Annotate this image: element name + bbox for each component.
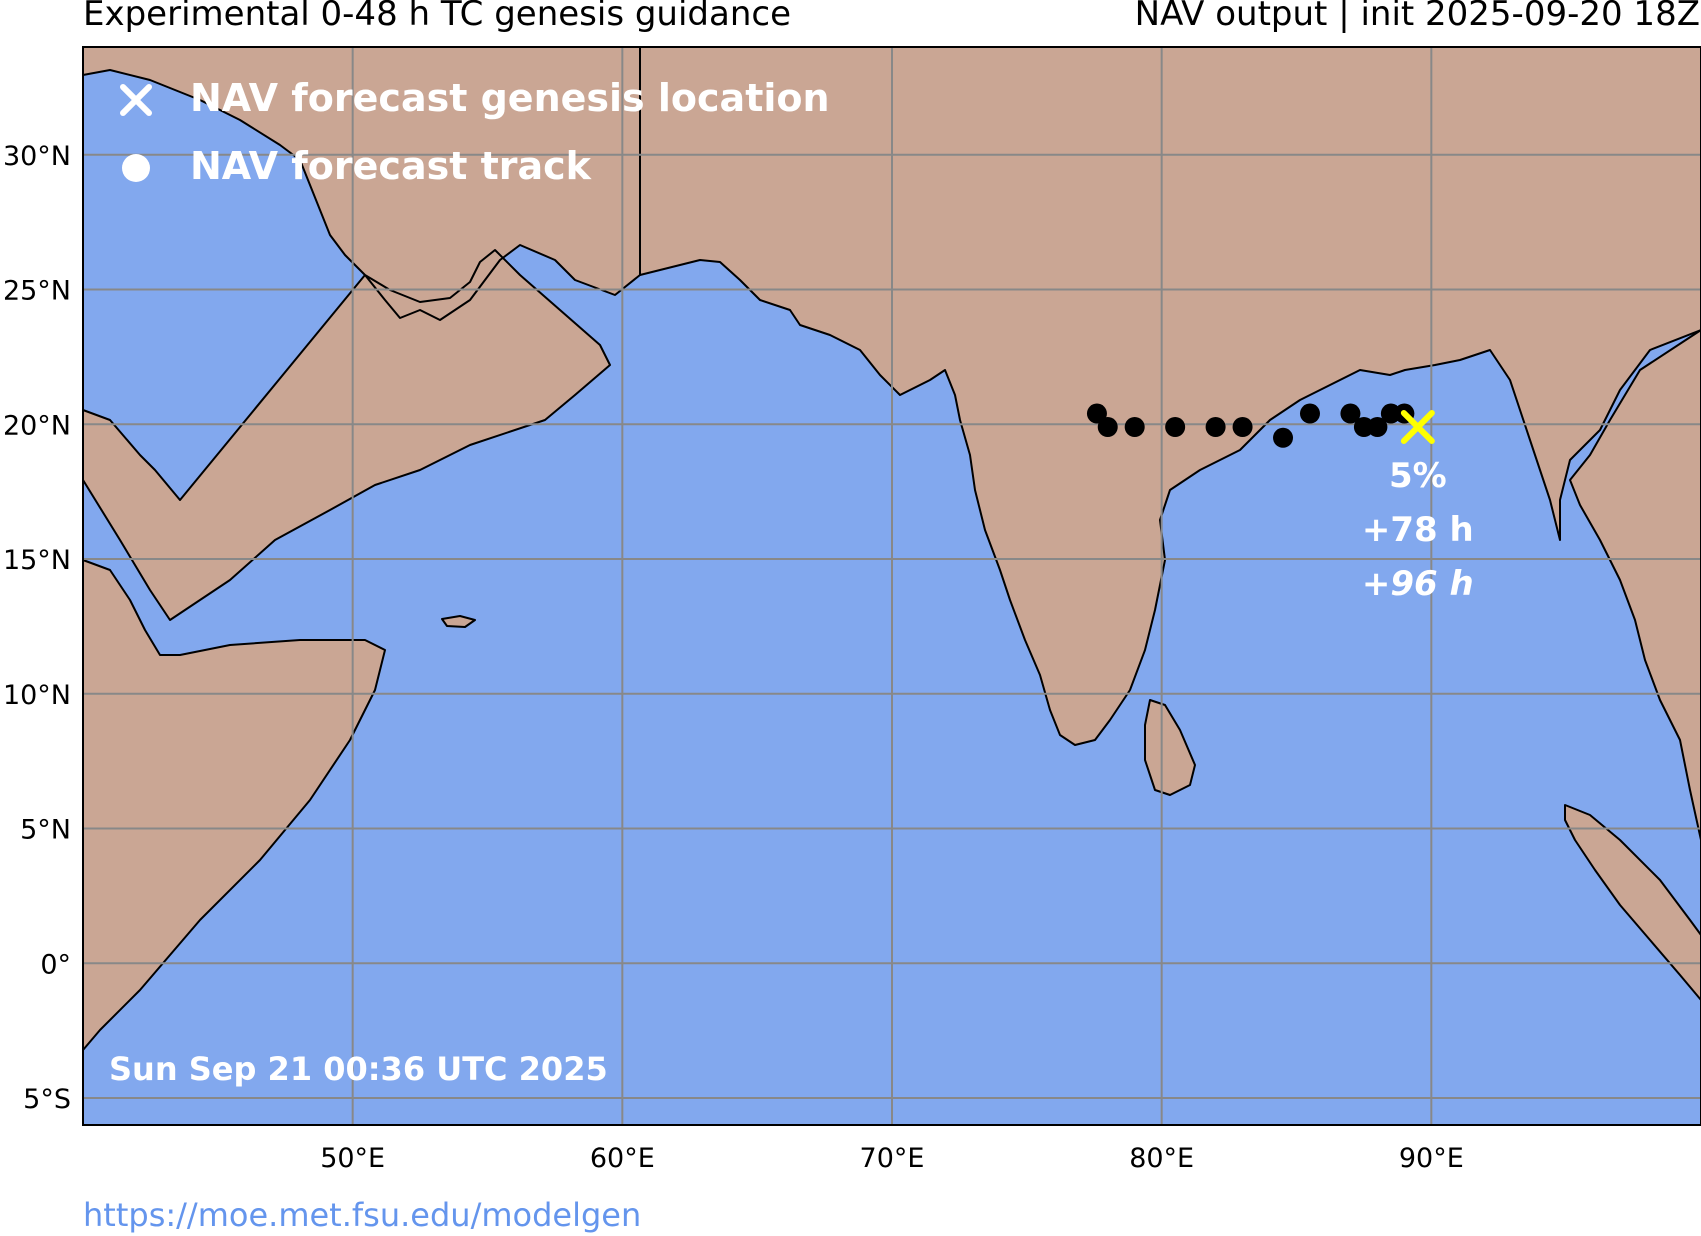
track-point (1205, 416, 1226, 437)
track-point (1367, 416, 1388, 437)
timestamp: Sun Sep 21 00:36 UTC 2025 (109, 1050, 608, 1088)
socotra-landmass (441, 615, 476, 628)
lat-tick-label: 20°N (3, 410, 71, 441)
genesis-x-marker (1400, 409, 1435, 444)
track-point (1097, 416, 1118, 437)
lon-tick-label: 90°E (1399, 1143, 1464, 1174)
genesis-lead-time-alt: +96 h (1362, 564, 1474, 604)
africa-landmass (82, 559, 386, 1051)
source-link[interactable]: https://moe.met.fsu.edu/modelgen (83, 1196, 642, 1234)
model-init-label: NAV output | init 2025-09-20 18Z (1134, 0, 1700, 34)
axis-labels: 30°N 25°N 20°N 15°N 10°N 5°N 0° 5°S 50°E 60°E 70°E… (3, 141, 1464, 1174)
lat-tick-label: 0° (40, 949, 71, 980)
forecast-track-layer (1086, 403, 1415, 448)
legend-track-label: NAV forecast track (190, 144, 592, 188)
legend-track-marker-icon (122, 154, 150, 182)
lon-tick-label: 80°E (1129, 1143, 1194, 1174)
lat-tick-label: 25°N (3, 276, 71, 307)
myanmar-landmass (1569, 329, 1701, 841)
sumatra-landmass (1564, 804, 1701, 1001)
sri-lanka-landmass (1144, 699, 1196, 796)
legend-genesis-label: NAV forecast genesis location (190, 76, 830, 120)
arabia-landmass (82, 46, 641, 621)
lon-tick-label: 50°E (320, 1143, 385, 1174)
track-point (1086, 403, 1107, 424)
track-point (1299, 403, 1320, 424)
graticule (83, 47, 1701, 1125)
genesis-layer: 5% +78 h +96 h (1362, 409, 1474, 604)
lat-tick-label: 30°N (3, 141, 71, 172)
lat-tick-label: 10°N (3, 680, 71, 711)
lat-tick-label: 15°N (3, 545, 71, 576)
lat-tick-label: 5°S (23, 1084, 71, 1115)
track-point (1273, 427, 1294, 448)
lon-tick-label: 60°E (590, 1143, 655, 1174)
map-title: Experimental 0-48 h TC genesis guidance (83, 0, 791, 34)
track-point (1165, 416, 1186, 437)
legend-genesis-marker-icon (120, 84, 152, 116)
india-landmass (639, 46, 1701, 746)
lat-tick-label: 5°N (20, 815, 71, 846)
track-point (1340, 403, 1361, 424)
lon-tick-label: 70°E (860, 1143, 925, 1174)
map-frame (82, 46, 1701, 1126)
track-point (1232, 416, 1253, 437)
land-layer (82, 46, 1701, 1051)
legend: NAV forecast genesis location NAV foreca… (120, 76, 830, 188)
track-point (1124, 416, 1145, 437)
genesis-lead-time: +78 h (1362, 510, 1474, 550)
genesis-probability: 5% (1389, 456, 1447, 496)
